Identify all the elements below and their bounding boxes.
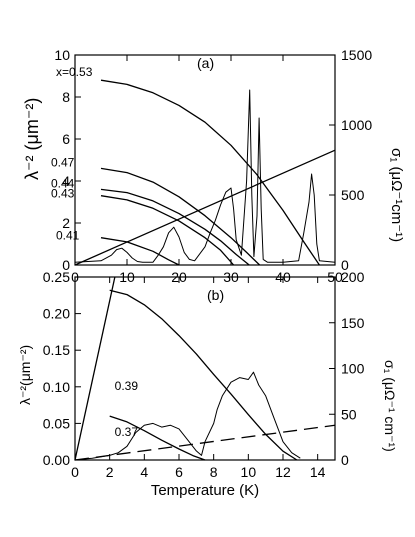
x-tick-label: 2 (106, 464, 114, 480)
panel-a-frame (74, 54, 336, 266)
series-label-0.39: 0.39 (115, 379, 139, 393)
panel-a: x=0.530.470.440.430.41010203040500246810… (22, 47, 405, 285)
y-left-tick-label: 0.00 (43, 452, 70, 468)
y-left-tick-label: 0.25 (43, 269, 70, 285)
lambda-curve-0.39 (109, 289, 298, 461)
panel-b-axes: 0.39 0.37 0 2 4 6 8 10 12 14 0.00 0.05 0.10 0.15 0.20 0… (43, 269, 365, 480)
series-label-0.44: 0.44 (51, 176, 75, 190)
lambda-curve-0.37 (109, 415, 206, 461)
series-label-0.37: 0.37 (115, 425, 139, 439)
series-label-x=0.53: x=0.53 (56, 65, 93, 79)
panel-a-label: (a) (197, 55, 214, 71)
panel-b-xlabel: Temperature (K) (151, 482, 259, 499)
y-left-tick-label: 10 (54, 47, 70, 63)
sigma-curve-1 (74, 371, 301, 461)
y-right-tick-label: 1000 (341, 117, 372, 133)
x-tick-label: 12 (275, 464, 291, 480)
lambda-curve-x=0.53 (100, 79, 320, 266)
y-left-tick-label: 0.20 (43, 306, 70, 322)
y-left-tick-label: 0 (62, 257, 70, 273)
straight-line-1 (74, 149, 336, 266)
panel-a-ylabel-right: σ₁ (μΩ⁻¹cm⁻¹) (388, 148, 405, 242)
x-tick-label: 10 (241, 464, 257, 480)
panel-a-axes: x=0.530.470.440.430.41010203040500246810… (51, 47, 372, 285)
x-tick-label: 6 (175, 464, 183, 480)
y-left-tick-label: 0.05 (43, 415, 70, 431)
panel-b-label: (b) (207, 287, 224, 303)
y-right-tick-label: 150 (341, 315, 365, 331)
panel-b: 0.39 0.37 0 2 4 6 8 10 12 14 0.00 0.05 0.10 0.15 0.20 0… (17, 269, 398, 499)
x-tick-label: 14 (310, 464, 326, 480)
lambda-curve-0.41 (100, 237, 180, 266)
panel-b-plot-area (74, 276, 336, 461)
y-left-tick-label: 6 (62, 131, 70, 147)
panel-b-ylabel-left: λ⁻²(μm⁻²) (17, 345, 33, 405)
lambda-curve-0.47 (100, 167, 261, 266)
y-left-tick-label: 0.15 (43, 342, 70, 358)
series-label-0.47: 0.47 (51, 155, 75, 169)
y-right-tick-label: 100 (341, 361, 365, 377)
sigma-curve-1 (74, 89, 336, 263)
y-left-tick-label: 8 (62, 89, 70, 105)
y-left-tick-label: 2 (62, 215, 70, 231)
x-tick-label: 4 (140, 464, 148, 480)
lambda-curve-0.43 (100, 195, 235, 266)
x-tick-label: 8 (210, 464, 218, 480)
straight-line-1 (74, 276, 116, 461)
series-label-0.41: 0.41 (56, 229, 80, 243)
y-right-tick-label: 0 (341, 452, 349, 468)
y-right-tick-label: 50 (341, 406, 357, 422)
straight-line-2 (74, 424, 336, 461)
x-tick-label: 0 (71, 464, 79, 480)
y-left-tick-label: 0.10 (43, 379, 70, 395)
series-label-0.43: 0.43 (51, 187, 75, 201)
panel-b-ylabel-right: σ₁ (μΩ⁻¹ cm⁻¹) (382, 360, 398, 452)
lambda-curve-0.44 (100, 188, 250, 266)
y-right-tick-label: 500 (341, 187, 365, 203)
y-right-tick-label: 1500 (341, 47, 372, 63)
panel-a-ylabel-left: λ⁻² (μm⁻²) (22, 98, 42, 180)
y-right-tick-label: 0 (341, 257, 349, 273)
y-left-tick-label: 4 (62, 173, 70, 189)
panel-a-plot-area (74, 79, 336, 266)
y-right-tick-label: 200 (341, 269, 365, 285)
